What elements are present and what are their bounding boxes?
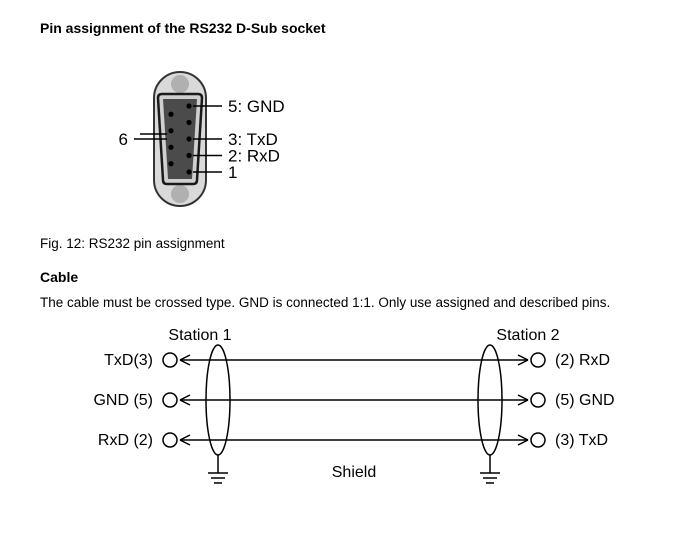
left-pin-label: GND (5) — [93, 392, 153, 409]
pin-circle — [163, 353, 177, 367]
pin-label: 1 — [228, 163, 237, 182]
pin-label: 5: GND — [228, 97, 285, 116]
left-pin-label: RxD (2) — [98, 432, 153, 449]
left-pin-label: TxD(3) — [104, 352, 153, 369]
pin-label-left: 6 — [119, 130, 128, 149]
station1-label: Station 1 — [168, 328, 231, 344]
right-pin-label: (2) RxD — [555, 352, 610, 369]
right-pin-label: (3) TxD — [555, 432, 608, 449]
cable-heading: Cable — [40, 269, 657, 285]
cable-paragraph: The cable must be crossed type. GND is c… — [40, 295, 657, 310]
station2-label: Station 2 — [496, 328, 559, 344]
shield-label: Shield — [332, 464, 376, 481]
connector-diagram: 5: GND3: TxD2: RxD16 — [40, 54, 657, 224]
pin-circle — [531, 393, 545, 407]
figure-caption: Fig. 12: RS232 pin assignment — [40, 236, 657, 251]
right-pin-label: (5) GND — [555, 392, 615, 409]
pin-circle — [163, 393, 177, 407]
pin-circle — [531, 353, 545, 367]
cable-diagram: Station 1 Station 2 TxD(3) (2) RxD GND (5) (5… — [40, 328, 657, 518]
page-title: Pin assignment of the RS232 D-Sub socket — [40, 20, 657, 36]
pin-circle — [163, 433, 177, 447]
pin-circle — [531, 433, 545, 447]
